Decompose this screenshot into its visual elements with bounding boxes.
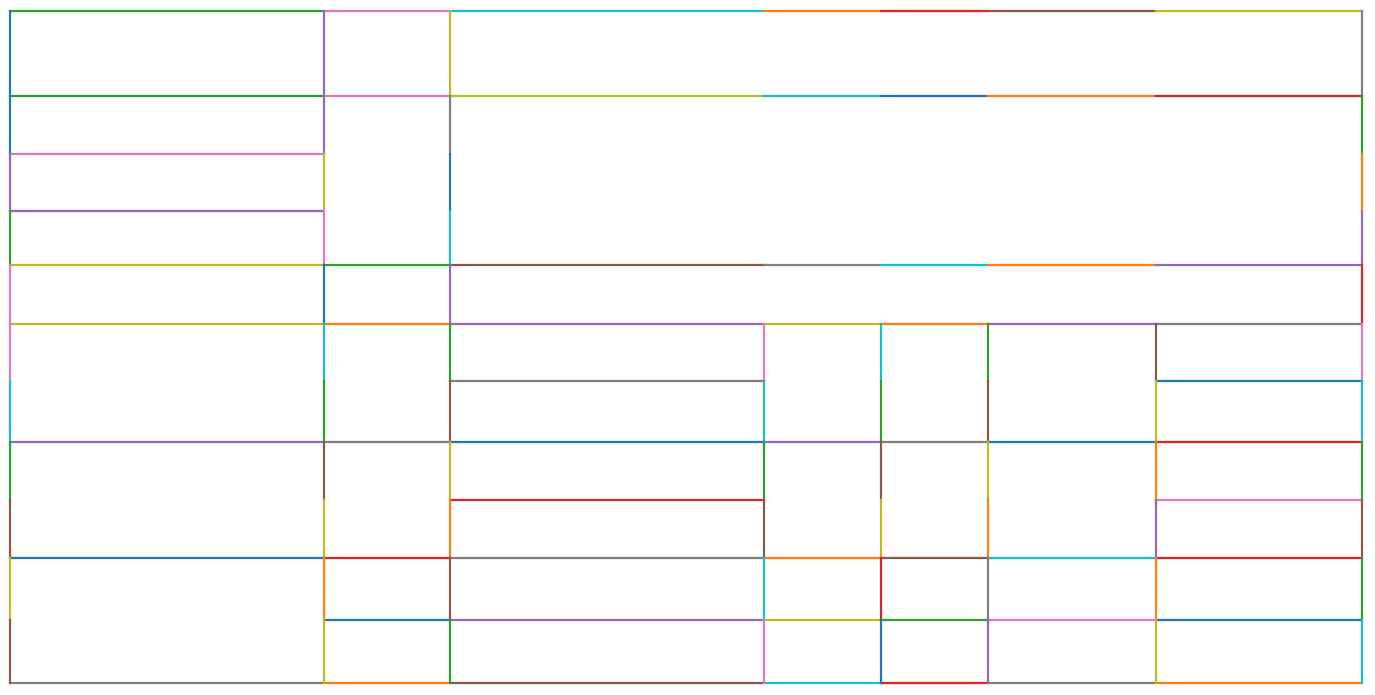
rectangle-partition-diagram <box>8 9 1364 685</box>
